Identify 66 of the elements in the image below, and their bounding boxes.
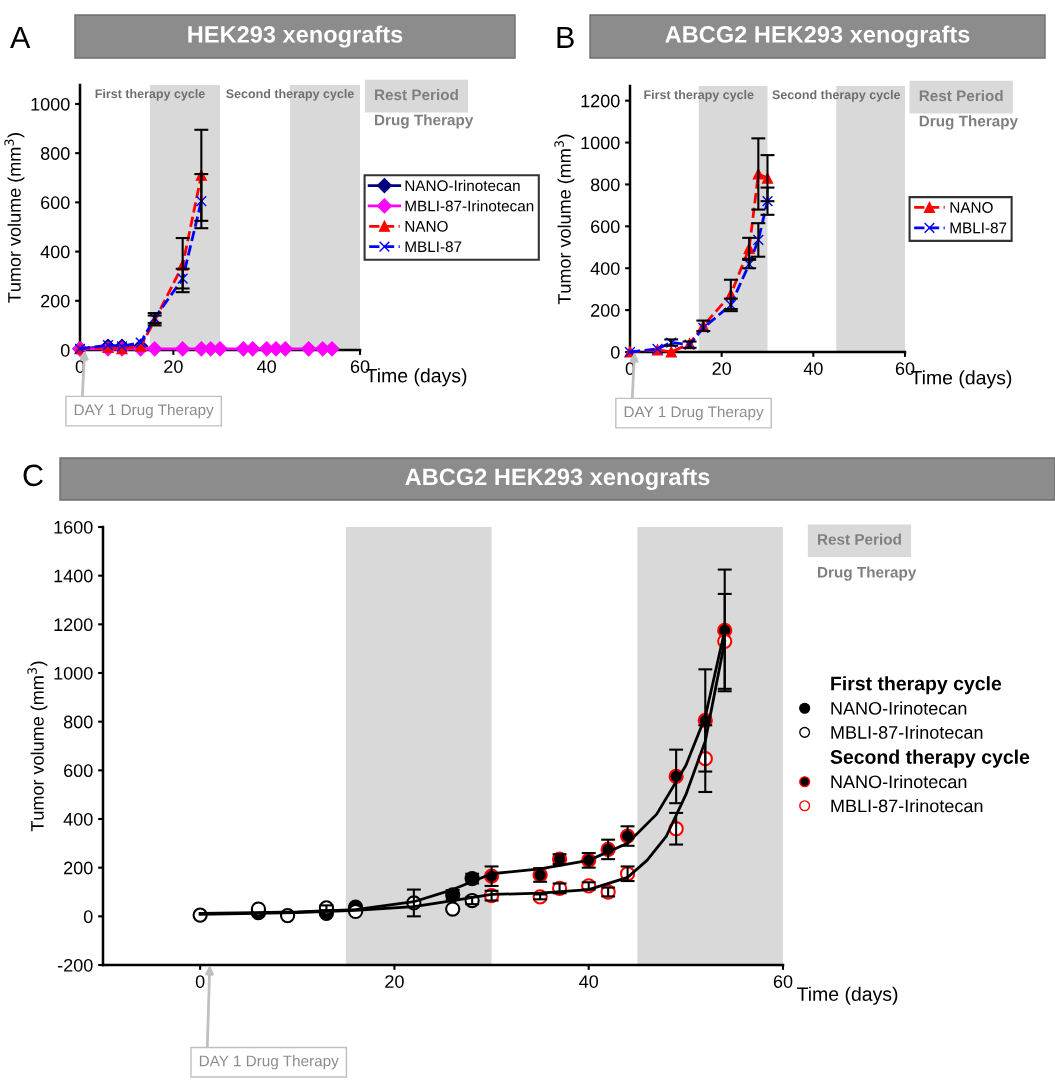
- y-tick-label: 1400: [54, 569, 93, 583]
- y-tick-label: 0: [83, 910, 93, 924]
- band-label: First therapy cycle: [644, 89, 754, 102]
- text: Rest Period: [375, 88, 458, 101]
- x-tick-label: 40: [257, 360, 276, 373]
- y-axis-title: Tumor volume (mm$^{3}$): [27, 661, 48, 832]
- y-axis-title: Tumor volume (mm$^{3}$): [4, 133, 25, 303]
- legend-label: MBLI-87-Irinotecan: [831, 799, 983, 813]
- y-tick-label: 600: [64, 764, 93, 778]
- y-tick-label: 400: [40, 245, 70, 259]
- y-tick-label: 800: [63, 715, 93, 729]
- x-tick-label: 20: [712, 362, 731, 375]
- y-tick-label: 600: [591, 220, 620, 234]
- annotation: DAY 1 Drug Therapy: [74, 403, 214, 419]
- band-label: First therapy cycle: [95, 88, 205, 101]
- chart-title: ABCG2 HEK293 xenografts: [665, 25, 970, 48]
- y-tick-label: 1200: [581, 94, 620, 108]
- x-tick-label: 60: [773, 975, 793, 988]
- text: Drug Therapy: [919, 115, 1018, 130]
- y-tick-label: 800: [40, 147, 70, 160]
- y-tick-label: 1600: [54, 520, 93, 534]
- y-tick-label: 200: [41, 294, 70, 308]
- text: DAY 1 Drug Therapy: [199, 1055, 339, 1070]
- text: A: [10, 26, 31, 48]
- y-tick-label: 0: [60, 343, 70, 357]
- y-tick-label: 1000: [31, 97, 70, 111]
- band-label: Second therapy cycle: [226, 88, 354, 101]
- text: Second therapy cycle: [830, 749, 1030, 768]
- y-tick-label: 400: [63, 812, 93, 826]
- x-tick-label: 40: [579, 975, 599, 988]
- legend-label: MBLI-87: [405, 241, 462, 253]
- y-tick-label: 1000: [54, 666, 93, 680]
- text: B: [557, 26, 574, 48]
- legend-label: NANO: [950, 202, 993, 213]
- x-tick-label: 20: [385, 975, 404, 988]
- legend-label: MBLI-87-Irinotecan: [831, 725, 983, 739]
- legend-label: NANO-Irinotecan: [405, 179, 520, 192]
- text: First therapy cycle: [831, 676, 1002, 695]
- y-tick-label: 200: [591, 304, 620, 317]
- text: Rest Period: [919, 89, 1003, 102]
- legend-label: MBLI-87: [950, 222, 1007, 234]
- y-tick-label: 400: [590, 262, 620, 275]
- y-tick-label: 200: [64, 861, 93, 875]
- y-tick-label: 1000: [581, 136, 620, 150]
- y-tick-label: 800: [590, 178, 620, 192]
- y-tick-label: -200: [57, 958, 93, 972]
- legend-label: NANO-Irinotecan: [831, 701, 967, 715]
- text: Drug Therapy: [818, 566, 917, 581]
- legend-label: MBLI-87-Irinotecan: [405, 200, 534, 212]
- chart-title: HEK293 xenografts: [188, 25, 403, 48]
- legend-label: NANO: [405, 220, 448, 232]
- text: Drug Therapy: [375, 114, 474, 129]
- annotation: DAY 1 Drug Therapy: [624, 405, 764, 421]
- text: C: [23, 464, 43, 487]
- x-axis-title: Time (days): [797, 986, 898, 1005]
- x-tick-label: 20: [164, 360, 183, 373]
- x-tick-label: 0: [195, 975, 205, 988]
- y-tick-label: 0: [610, 345, 620, 359]
- y-tick-label: 1200: [54, 618, 93, 632]
- x-tick-label: 40: [803, 362, 823, 375]
- text: Rest Period: [818, 533, 901, 545]
- legend-label: NANO-Irinotecan: [831, 774, 967, 789]
- y-tick-label: 600: [41, 196, 70, 210]
- chart-title: ABCG2 HEK293 xenografts: [405, 467, 710, 491]
- y-axis-title: Tumor volume (mm$^{3}$): [554, 134, 575, 305]
- band-label: Second therapy cycle: [772, 89, 901, 102]
